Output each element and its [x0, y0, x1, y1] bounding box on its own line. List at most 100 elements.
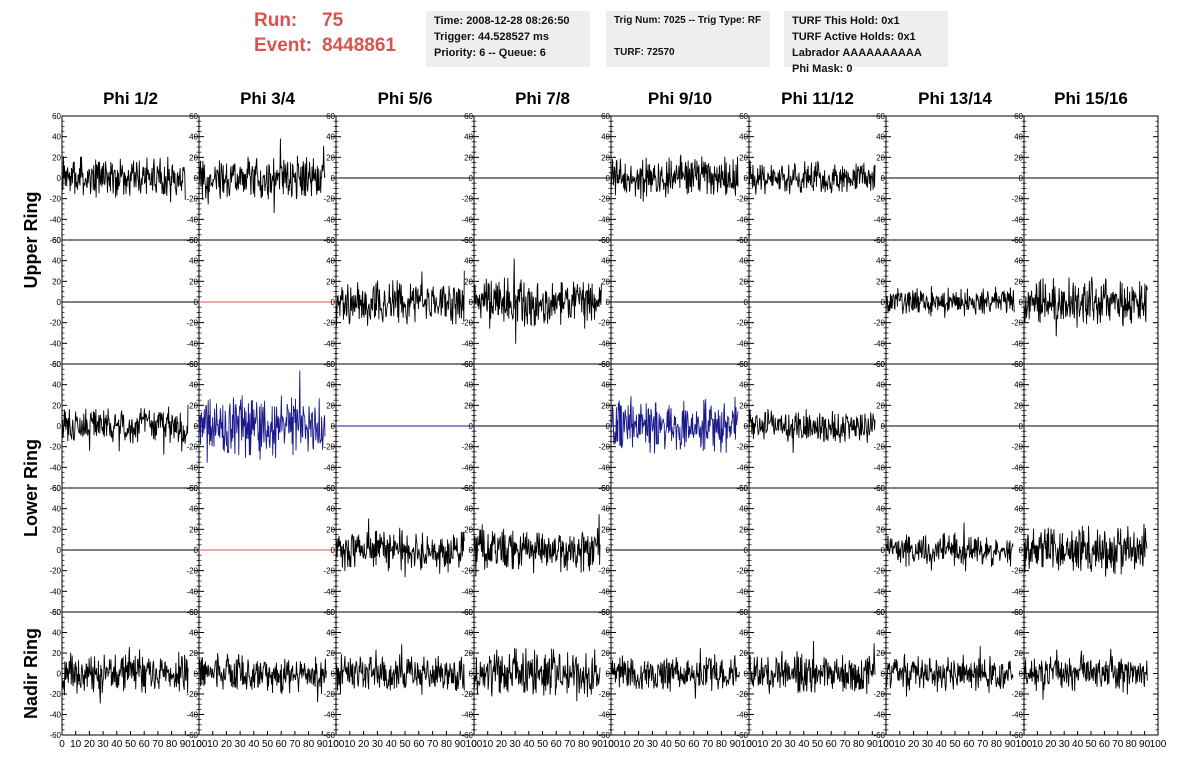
- y-tick-label: -40: [461, 339, 473, 348]
- column-header: Phi 11/12: [781, 89, 854, 108]
- column-header: Phi 5/6: [378, 89, 433, 108]
- x-tick-label: 40: [248, 739, 260, 750]
- x-tick-label: 90: [1005, 739, 1017, 750]
- y-tick-label: -20: [736, 690, 748, 699]
- x-tick-label: 50: [125, 739, 137, 750]
- x-tick-label: 80: [716, 739, 728, 750]
- x-tick-label: 40: [523, 739, 535, 750]
- y-tick-label: 20: [52, 277, 61, 286]
- x-tick-label: 10: [70, 739, 82, 750]
- x-tick-label: 60: [963, 739, 975, 750]
- y-tick-label: -20: [873, 690, 885, 699]
- y-tick-label: 0: [57, 670, 62, 679]
- y-tick-label: -20: [323, 567, 335, 576]
- y-tick-label: 60: [464, 484, 473, 493]
- y-tick-label: 0: [881, 670, 886, 679]
- y-tick-label: 0: [744, 298, 749, 307]
- y-tick-label: -20: [323, 195, 335, 204]
- y-tick-label: 0: [881, 174, 886, 183]
- y-tick-label: 0: [194, 546, 199, 555]
- waveform-trace: [61, 404, 189, 455]
- y-tick-label: 40: [52, 629, 61, 638]
- column-header: Phi 13/14: [918, 89, 992, 108]
- y-tick-label: -60: [49, 484, 61, 493]
- waveform-trace: [748, 640, 876, 695]
- y-tick-label: 20: [739, 525, 748, 534]
- waveform-trace: [335, 518, 465, 578]
- waveform-trace: [61, 156, 186, 203]
- y-tick-label: 40: [464, 629, 473, 638]
- y-tick-label: -20: [873, 319, 885, 328]
- x-tick-label: 10: [894, 739, 906, 750]
- y-tick-label: 60: [739, 112, 748, 121]
- y-tick-label: 60: [189, 236, 198, 245]
- y-tick-label: -60: [323, 731, 335, 740]
- y-tick-label: 60: [464, 360, 473, 369]
- y-tick-label: 40: [326, 133, 335, 142]
- y-tick-label: 0: [469, 298, 474, 307]
- y-tick-label: 40: [876, 505, 885, 514]
- y-tick-label: 20: [1014, 649, 1023, 658]
- ring-label: Nadir Ring: [21, 628, 41, 719]
- y-tick-label: 0: [606, 298, 611, 307]
- event-value: 8448861: [322, 35, 396, 56]
- y-tick-label: 40: [189, 629, 198, 638]
- y-tick-label: -20: [323, 319, 335, 328]
- x-tick-label: 30: [922, 739, 934, 750]
- x-tick-label: 0: [746, 739, 752, 750]
- y-tick-label: 20: [326, 401, 335, 410]
- y-tick-label: 40: [52, 381, 61, 390]
- y-tick-label: 40: [464, 257, 473, 266]
- y-tick-label: 20: [326, 153, 335, 162]
- x-tick-label: 90: [317, 739, 329, 750]
- y-tick-label: -40: [49, 463, 61, 472]
- y-tick-label: -60: [1011, 731, 1023, 740]
- y-tick-label: -20: [461, 319, 473, 328]
- y-tick-label: 20: [739, 153, 748, 162]
- x-tick-label: 0: [471, 739, 477, 750]
- y-tick-label: 0: [469, 422, 474, 431]
- y-tick-label: 40: [601, 381, 610, 390]
- y-tick-label: 0: [331, 670, 336, 679]
- priority-queue-text: Priority: 6 -- Queue: 6: [434, 47, 546, 59]
- y-tick-label: 0: [881, 422, 886, 431]
- y-tick-label: 40: [1014, 133, 1023, 142]
- y-tick-label: -20: [461, 690, 473, 699]
- y-tick-label: -40: [598, 587, 610, 596]
- y-tick-label: 0: [606, 546, 611, 555]
- y-tick-label: 0: [57, 174, 62, 183]
- y-tick-label: 20: [326, 649, 335, 658]
- y-tick-label: -20: [598, 319, 610, 328]
- waveform-trace: [198, 652, 327, 703]
- x-tick-label: 40: [798, 739, 810, 750]
- y-tick-label: 60: [189, 608, 198, 617]
- waveform-trace: [335, 644, 465, 695]
- y-tick-label: 20: [601, 649, 610, 658]
- x-tick-label: 20: [1045, 739, 1057, 750]
- x-tick-label: 90: [867, 739, 879, 750]
- x-tick-label: 90: [455, 739, 467, 750]
- x-tick-label: 30: [785, 739, 797, 750]
- y-tick-label: 40: [739, 381, 748, 390]
- y-tick-label: -20: [49, 319, 61, 328]
- x-tick-label: 50: [262, 739, 274, 750]
- y-tick-label: 0: [1019, 546, 1024, 555]
- y-tick-label: 40: [1014, 629, 1023, 638]
- y-tick-label: 0: [331, 298, 336, 307]
- x-tick-label: 90: [592, 739, 604, 750]
- y-tick-label: 0: [744, 670, 749, 679]
- y-tick-label: -40: [186, 215, 198, 224]
- y-tick-label: 20: [876, 649, 885, 658]
- y-tick-label: 60: [464, 112, 473, 121]
- y-tick-label: 20: [326, 277, 335, 286]
- y-tick-label: -60: [461, 731, 473, 740]
- y-tick-label: 40: [189, 133, 198, 142]
- x-tick-label: 20: [771, 739, 783, 750]
